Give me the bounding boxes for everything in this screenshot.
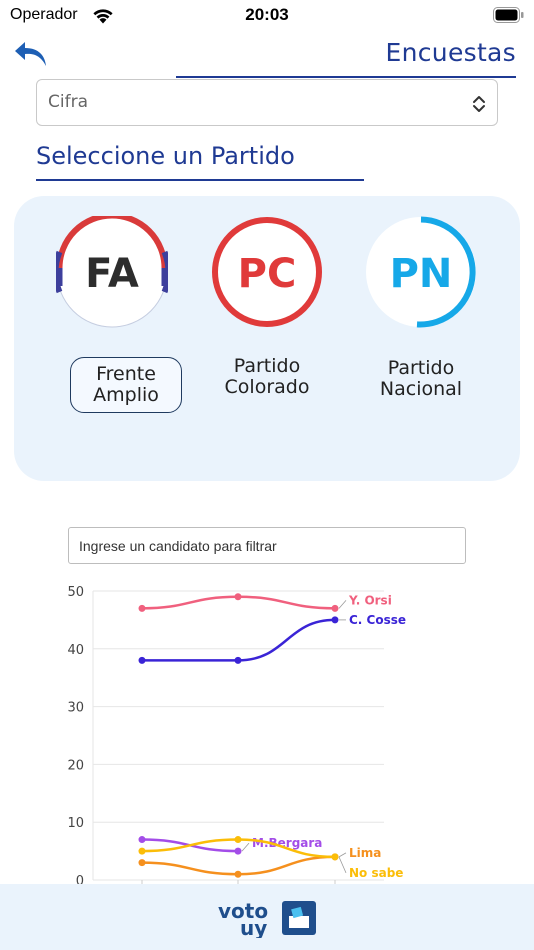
label-connector — [338, 852, 347, 858]
data-point-no-sabe — [234, 836, 242, 844]
chevron-up-down-icon — [473, 96, 485, 112]
section-heading: Seleccione un Partido — [36, 142, 295, 170]
y-tick-label: 0 — [76, 874, 84, 889]
party-frente-amplio[interactable]: FA Frente Amplio — [42, 216, 182, 426]
data-point-c-cosse — [331, 616, 339, 624]
poll-line-chart: 0 10 20 30 40 50 Y. Orsi C. Cosse M.Bergara Lima N… — [67, 585, 406, 889]
back-arrow-icon[interactable] — [12, 38, 52, 70]
y-tick-label: 50 — [67, 585, 84, 600]
party-abbr-pc: PC — [238, 251, 297, 297]
label-connector — [338, 856, 347, 874]
data-point-no-sabe — [138, 847, 146, 855]
party-name-line: Colorado — [224, 376, 310, 398]
status-time: 20:03 — [245, 5, 289, 24]
party-name-partido-nacional: Partido Nacional — [351, 358, 491, 400]
series-label-lima: Lima — [349, 846, 381, 860]
status-bar: Operador 20:03 — [0, 0, 534, 32]
series-label-no-sabe: No sabe — [349, 866, 403, 880]
votouy-logo: voto uy — [218, 899, 316, 938]
data-point-y-orsi — [331, 604, 339, 612]
series-label-m-bergara: M.Bergara — [252, 836, 322, 850]
series-line-c-cosse — [142, 618, 336, 662]
data-point-lima — [138, 859, 146, 867]
wifi-icon — [93, 9, 113, 24]
label-connector — [338, 600, 347, 609]
party-name-line: Frente — [96, 363, 156, 385]
y-tick-label: 40 — [67, 643, 84, 658]
y-tick-label: 30 — [67, 701, 84, 716]
frente-amplio-logo: FA — [56, 216, 168, 328]
section-underline — [36, 179, 364, 181]
logo-text-voto: voto — [218, 899, 268, 923]
data-point-no-sabe — [331, 853, 339, 861]
y-tick-label: 20 — [67, 758, 84, 773]
carrier-name: Operador — [10, 6, 78, 23]
page-title: Encuestas — [385, 38, 516, 67]
party-name-line: Partido — [233, 355, 301, 377]
candidate-filter-input[interactable] — [68, 527, 466, 564]
y-tick-label: 10 — [67, 816, 84, 831]
party-name-line: Nacional — [379, 378, 463, 400]
data-point-c-cosse — [234, 656, 242, 664]
data-point-lima — [234, 870, 242, 878]
data-point-y-orsi — [138, 604, 146, 612]
battery-icon — [493, 7, 524, 23]
data-point-c-cosse — [138, 656, 146, 664]
party-partido-colorado[interactable]: PC Partido Colorado — [197, 216, 337, 426]
ballot-box-icon — [282, 901, 316, 935]
data-point-m-bergara — [234, 847, 242, 855]
party-name-line: Amplio — [93, 384, 159, 406]
poll-source-select[interactable]: Cifra — [36, 79, 498, 126]
data-point-m-bergara — [138, 836, 146, 844]
footer: voto uy — [0, 884, 534, 950]
title-underline — [176, 76, 516, 78]
party-panel: FA Frente Amplio PC Partido Colorado PN … — [14, 196, 520, 481]
series-label-y-orsi: Y. Orsi — [348, 593, 392, 607]
party-abbr-pn: PN — [390, 251, 453, 297]
party-name-frente-amplio[interactable]: Frente Amplio — [70, 357, 182, 413]
label-connector — [241, 842, 250, 852]
party-abbr-fa: FA — [85, 251, 139, 297]
select-value: Cifra — [48, 92, 88, 112]
partido-colorado-logo: PC — [212, 217, 322, 327]
party-name-line: Partido — [387, 357, 455, 379]
party-partido-nacional[interactable]: PN Partido Nacional — [351, 216, 491, 426]
logo-text-uy: uy — [240, 916, 267, 938]
data-point-y-orsi — [234, 593, 242, 601]
series-label-c-cosse: C. Cosse — [349, 613, 406, 627]
partido-nacional-logo: PN — [366, 216, 476, 328]
party-name-partido-colorado: Partido Colorado — [197, 356, 337, 398]
